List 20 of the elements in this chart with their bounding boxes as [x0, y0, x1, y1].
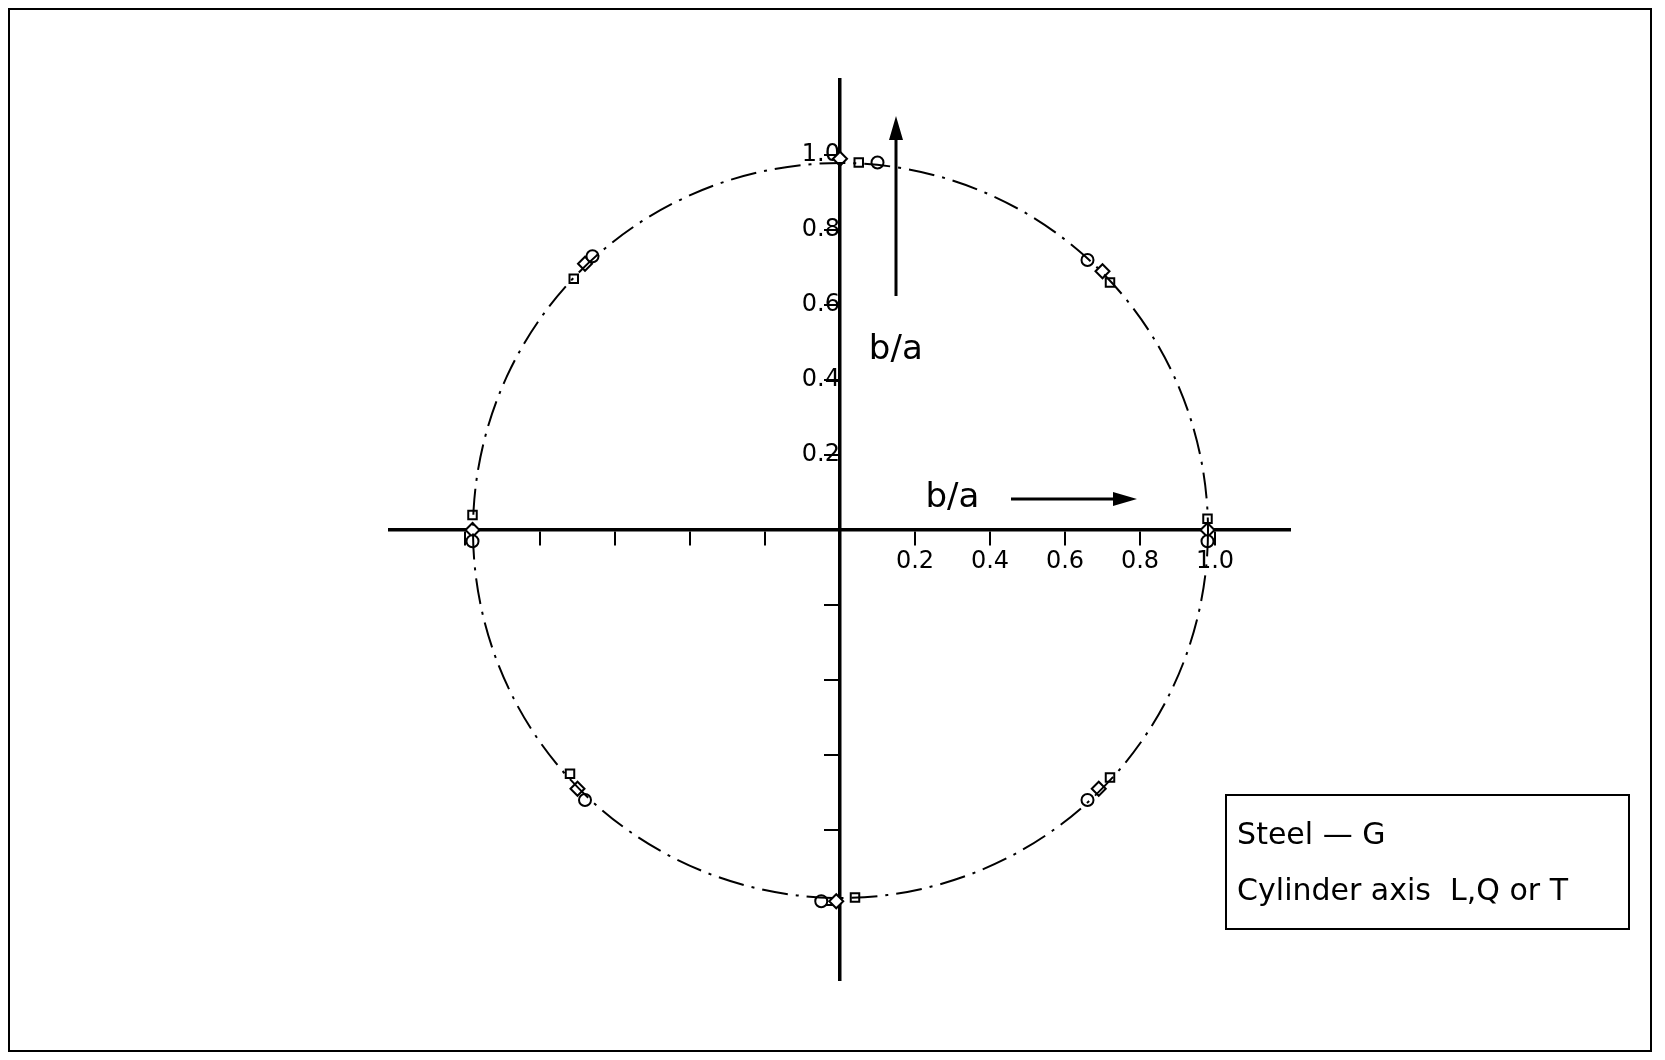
- x-tick-label: 0.2: [895, 545, 935, 574]
- annotation: Cylinder axis L,Q or T: [1237, 871, 1568, 909]
- point: [1080, 793, 1095, 807]
- x-tick-label: 0.6: [1045, 545, 1085, 574]
- point: [828, 893, 845, 910]
- point: [467, 509, 478, 521]
- point: [568, 273, 579, 284]
- y-tick-label: 0.6: [801, 289, 840, 318]
- point: [564, 768, 576, 779]
- y-axis-title: b/a: [868, 326, 923, 367]
- x-axis-title: b/a: [925, 475, 980, 516]
- x-tick-label: 0.8: [1120, 545, 1160, 574]
- point: [1094, 263, 1111, 280]
- point: [578, 793, 592, 807]
- annotation: Steel — G: [1237, 815, 1387, 853]
- point: [853, 157, 864, 168]
- x-tick-label: 1.0: [1195, 545, 1235, 574]
- y-tick-label: 0.2: [801, 439, 840, 468]
- y-tick-label: 0.8: [801, 214, 840, 243]
- x-tick-label: 0.4: [970, 545, 1010, 574]
